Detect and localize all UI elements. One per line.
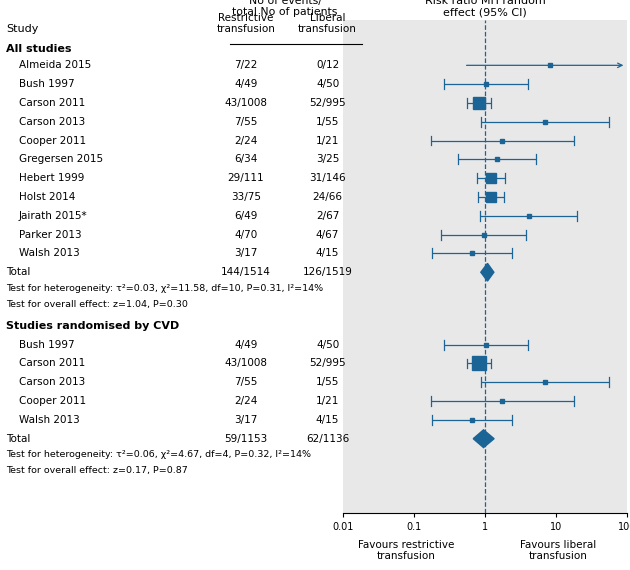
Text: No of events/
total No of patients: No of events/ total No of patients (232, 0, 338, 17)
Text: 1/21: 1/21 (316, 396, 340, 406)
Text: 62/1136: 62/1136 (306, 434, 349, 443)
Text: 2/67: 2/67 (316, 211, 340, 221)
Text: Hebert 1999: Hebert 1999 (19, 173, 84, 183)
Text: Test for heterogeneity: τ²=0.03, χ²=11.58, df=10, P=0.31, I²=14%: Test for heterogeneity: τ²=0.03, χ²=11.5… (6, 284, 323, 293)
Text: Total: Total (6, 267, 31, 277)
Text: Favours liberal
transfusion: Favours liberal transfusion (520, 540, 597, 561)
Text: 3/17: 3/17 (234, 415, 258, 425)
Text: Cooper 2011: Cooper 2011 (19, 136, 86, 145)
Text: Test for heterogeneity: τ²=0.06, χ²=4.67, df=4, P=0.32, I²=14%: Test for heterogeneity: τ²=0.06, χ²=4.67… (6, 450, 311, 459)
Text: 4/50: 4/50 (316, 340, 339, 349)
Text: 43/1008: 43/1008 (224, 359, 267, 368)
Text: 31/146: 31/146 (309, 173, 346, 183)
Text: Cooper 2011: Cooper 2011 (19, 396, 86, 406)
Text: 126/1519: 126/1519 (302, 267, 353, 277)
Text: 3/17: 3/17 (234, 249, 258, 258)
Text: 33/75: 33/75 (231, 192, 261, 202)
Text: Holst 2014: Holst 2014 (19, 192, 75, 202)
Text: 7/22: 7/22 (234, 60, 258, 70)
Text: Almeida 2015: Almeida 2015 (19, 60, 91, 70)
Text: 59/1153: 59/1153 (224, 434, 267, 443)
Text: Carson 2013: Carson 2013 (19, 377, 85, 387)
Text: 0/12: 0/12 (316, 60, 339, 70)
Text: Risk ratio MH random
effect (95% CI): Risk ratio MH random effect (95% CI) (425, 0, 546, 17)
Text: Liberal
transfusion: Liberal transfusion (298, 13, 357, 34)
Text: 7/55: 7/55 (234, 117, 258, 127)
Text: Carson 2013: Carson 2013 (19, 117, 85, 127)
Text: Parker 2013: Parker 2013 (19, 230, 81, 239)
Text: Gregersen 2015: Gregersen 2015 (19, 154, 103, 164)
Text: 1/55: 1/55 (316, 117, 340, 127)
Text: 24/66: 24/66 (312, 192, 343, 202)
Text: Favours restrictive
transfusion: Favours restrictive transfusion (358, 540, 455, 561)
Text: 6/49: 6/49 (234, 211, 258, 221)
Text: Walsh 2013: Walsh 2013 (19, 249, 79, 258)
Text: Study: Study (6, 25, 38, 34)
Text: 4/15: 4/15 (316, 415, 340, 425)
Text: 4/49: 4/49 (234, 79, 258, 89)
Text: 1/55: 1/55 (316, 377, 340, 387)
Text: Test for overall effect: z=0.17, P=0.87: Test for overall effect: z=0.17, P=0.87 (6, 466, 188, 475)
Text: 4/67: 4/67 (316, 230, 340, 239)
Text: Jairath 2015*: Jairath 2015* (19, 211, 88, 221)
Text: 4/50: 4/50 (316, 79, 339, 89)
Text: Walsh 2013: Walsh 2013 (19, 415, 79, 425)
Text: 144/1514: 144/1514 (220, 267, 271, 277)
Text: 43/1008: 43/1008 (224, 98, 267, 108)
Text: 6/34: 6/34 (234, 154, 258, 164)
Text: Total: Total (6, 434, 31, 443)
Text: 7/55: 7/55 (234, 377, 258, 387)
Text: 4/49: 4/49 (234, 340, 258, 349)
Text: Studies randomised by CVD: Studies randomised by CVD (6, 321, 180, 331)
Text: Test for overall effect: z=1.04, P=0.30: Test for overall effect: z=1.04, P=0.30 (6, 300, 188, 309)
Text: All studies: All studies (6, 44, 72, 54)
Text: 52/995: 52/995 (309, 359, 346, 368)
Polygon shape (473, 430, 494, 447)
Text: 3/25: 3/25 (316, 154, 340, 164)
Text: Bush 1997: Bush 1997 (19, 340, 74, 349)
Text: 4/15: 4/15 (316, 249, 340, 258)
Text: Carson 2011: Carson 2011 (19, 98, 85, 108)
Text: Bush 1997: Bush 1997 (19, 79, 74, 89)
Text: Carson 2011: Carson 2011 (19, 359, 85, 368)
Text: 29/111: 29/111 (227, 173, 264, 183)
Text: 1/21: 1/21 (316, 136, 340, 145)
Text: 4/70: 4/70 (234, 230, 257, 239)
Text: 2/24: 2/24 (234, 136, 258, 145)
Text: 52/995: 52/995 (309, 98, 346, 108)
Text: 2/24: 2/24 (234, 396, 258, 406)
Polygon shape (481, 263, 494, 281)
Text: Restrictive
transfusion: Restrictive transfusion (216, 13, 275, 34)
